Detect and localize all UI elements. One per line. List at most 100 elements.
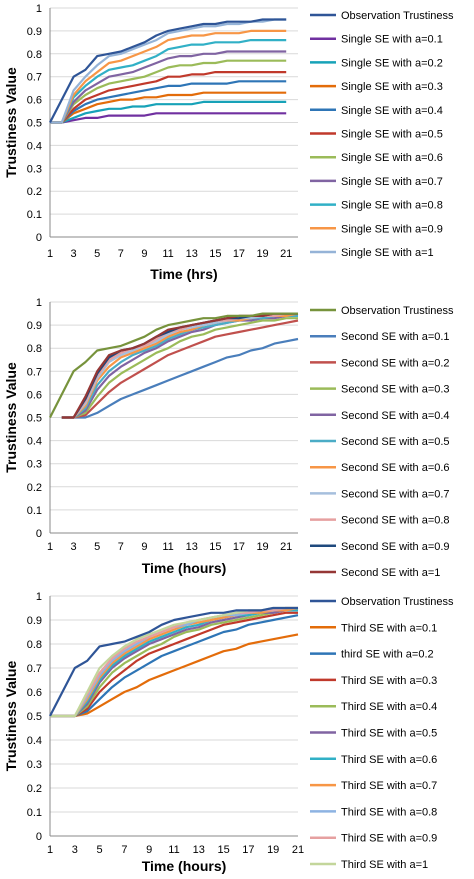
series-line: [49, 312, 298, 419]
x-tick-label: 15: [217, 844, 229, 856]
legend-label: Single SE with a=0.2: [341, 57, 443, 69]
y-tick-label: 0.5: [27, 118, 42, 130]
y-tick-label: 0: [36, 831, 42, 843]
legend-label: Single SE with a=0.9: [341, 223, 443, 235]
y-tick-label: 0.2: [27, 482, 42, 494]
legend-label: Single SE with a=1: [341, 247, 434, 259]
y-tick-label: 0.7: [27, 366, 42, 378]
legend-label: Second SE with a=0.7: [341, 488, 450, 500]
legend-label: Second SE with a=0.6: [341, 462, 450, 474]
legend-label: Second SE with a=0.4: [341, 410, 450, 422]
y-tick-label: 0.9: [27, 26, 42, 38]
x-tick-label: 15: [209, 248, 221, 260]
x-tick-label: 1: [47, 541, 53, 553]
x-axis-title: Time (hours): [142, 858, 227, 874]
y-tick-label: 0.6: [27, 95, 42, 107]
series-line: [50, 50, 287, 124]
x-tick-label: 3: [72, 844, 78, 856]
legend-label: Third SE with a=0.6: [341, 754, 437, 766]
x-tick-label: 7: [121, 844, 127, 856]
y-tick-label: 0.2: [27, 186, 42, 198]
y-tick-label: 0.6: [27, 389, 42, 401]
chart-panel-second-se: 0 0.1 0.2 0.3 0.4 0.5 0.6 0.7 0.8 0.9 1 1 3 5 7 9 11 13 15…: [0, 294, 474, 583]
series-line: [50, 100, 287, 124]
series-line: [61, 319, 299, 419]
y-tick-label: 0.3: [27, 163, 42, 175]
line-chart-single-se: 00.10.20.30.40.50.60.70.80.911 3 5 7 9 11 13 15…: [3, 3, 454, 282]
y-tick-label: 0.5: [27, 413, 42, 425]
legend-label: Third SE with a=1: [341, 859, 428, 871]
legend-label: Second SE with a=0.3: [341, 384, 450, 396]
x-tick-label: 9: [141, 248, 147, 260]
x-tick-label: 13: [193, 844, 205, 856]
legend-label: third SE with a=0.2: [341, 649, 434, 661]
legend-label: Second SE with a=0.8: [341, 515, 450, 527]
legend-label: Third SE with a=0.1: [341, 622, 437, 634]
legend-label: Third SE with a=0.8: [341, 806, 437, 818]
series-line: [50, 611, 298, 718]
x-tick-label: 17: [233, 541, 245, 553]
series-line: [61, 314, 298, 419]
legend-label: Single SE with a=0.7: [341, 176, 443, 188]
x-tick-label: 17: [233, 248, 245, 260]
y-tick-label: 0.9: [27, 320, 42, 332]
x-tick-label: 19: [256, 541, 268, 553]
series-line: [50, 606, 299, 718]
x-axis-title: Time (hrs): [150, 266, 217, 282]
legend-label: Second SE with a=1: [341, 567, 440, 579]
y-tick-label: 0.7: [27, 663, 42, 675]
x-tick-label: 7: [118, 248, 124, 260]
x-tick-label: 19: [256, 248, 268, 260]
y-tick-label: 0.3: [27, 459, 42, 471]
x-tick-label: 21: [280, 248, 292, 260]
legend-label: Observation Trustiness: [341, 10, 454, 22]
legend-label: Single SE with a=0.3: [341, 81, 443, 93]
x-tick-label: 1: [47, 844, 53, 856]
y-axis-title: Trustiness Value: [3, 67, 19, 178]
series-line: [61, 312, 298, 419]
y-axis-title: Trustiness Value: [3, 661, 19, 772]
x-tick-label: 9: [141, 541, 147, 553]
x-tick-label: 3: [71, 541, 77, 553]
x-tick-label: 15: [209, 541, 221, 553]
x-tick-label: 11: [162, 541, 173, 553]
series-line: [50, 91, 287, 124]
series-line: [49, 18, 287, 124]
y-tick-label: 0.8: [27, 343, 42, 355]
x-tick-label: 1: [47, 248, 53, 260]
y-tick-label: 0.6: [27, 687, 42, 699]
series-line: [49, 606, 298, 717]
series-line: [61, 317, 298, 419]
y-tick-label: 0.7: [27, 72, 42, 84]
y-tick-label: 1: [36, 3, 42, 15]
x-tick-label: 21: [280, 541, 292, 553]
x-tick-label: 7: [118, 541, 124, 553]
legend-label: Single SE with a=0.4: [341, 105, 443, 117]
series-line: [61, 312, 298, 419]
y-tick-label: 0.5: [27, 711, 42, 723]
legend-label: Second SE with a=0.1: [341, 331, 450, 343]
x-tick-label: 5: [97, 844, 103, 856]
legend-label: Second SE with a=0.2: [341, 357, 450, 369]
legend-label: Observation Trustiness: [341, 596, 454, 608]
legend-label: Single SE with a=0.6: [341, 152, 443, 164]
legend-label: Third SE with a=0.5: [341, 728, 437, 740]
series-line: [50, 59, 287, 124]
series-line: [50, 70, 287, 124]
series-line: [50, 38, 287, 124]
series-line: [50, 80, 287, 124]
y-tick-label: 0.4: [27, 436, 42, 448]
line-chart-second-se: 00.10.20.30.40.50.60.70.80.911 3 5 7 9 11 13 15…: [3, 297, 454, 579]
x-tick-label: 11: [162, 248, 173, 260]
legend-label: Third SE with a=0.3: [341, 675, 437, 687]
x-tick-label: 19: [267, 844, 279, 856]
x-tick-label: 9: [146, 844, 152, 856]
y-tick-label: 0.1: [27, 807, 42, 819]
y-tick-label: 1: [36, 297, 42, 309]
x-tick-label: 13: [186, 248, 198, 260]
legend-label: Third SE with a=0.4: [341, 701, 437, 713]
legend-label: Third SE with a=0.9: [341, 833, 437, 845]
line-chart-third-se: 00.10.20.30.40.50.60.70.80.911 3 5 7 9 11 13 15…: [3, 591, 454, 874]
x-tick-label: 21: [292, 844, 304, 856]
y-tick-label: 0.1: [27, 505, 42, 517]
